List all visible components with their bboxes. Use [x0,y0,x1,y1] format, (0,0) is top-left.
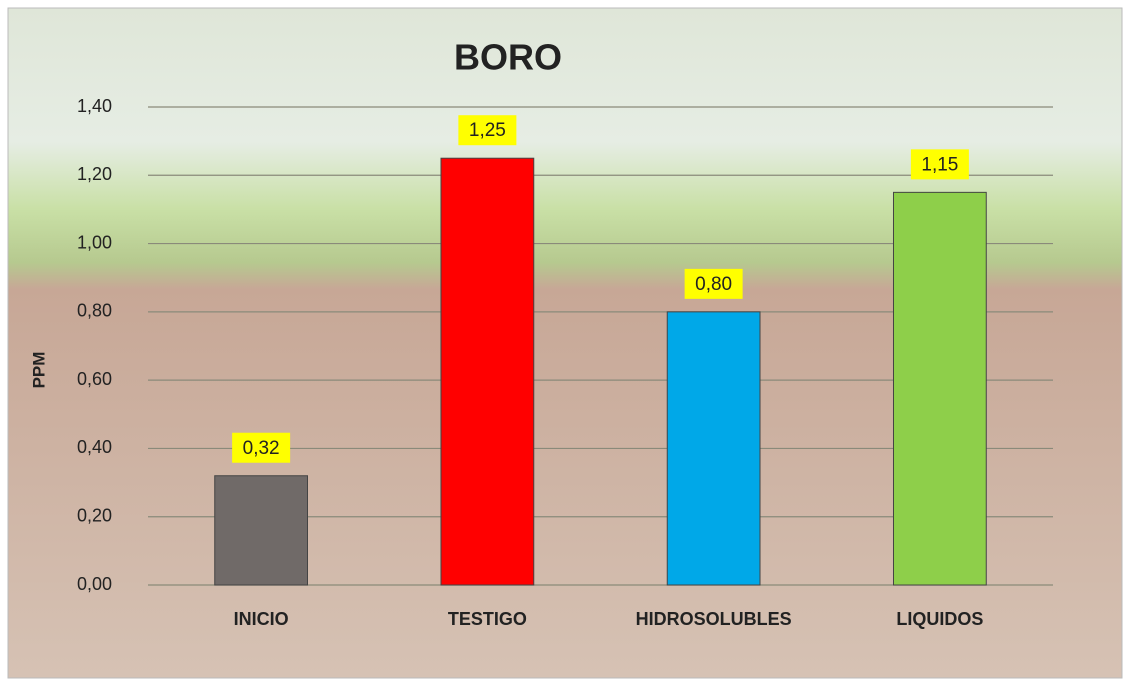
bar [441,158,534,585]
x-tick-label: HIDROSOLUBLES [636,609,792,629]
chart: BORO PPM 0,00 0,20 0,40 0,60 0,80 1,00 1,20 1,4… [0,0,1131,686]
x-tick-label: TESTIGO [448,609,527,629]
y-tick-label: 1,40 [77,96,112,116]
value-label: 1,15 [921,154,958,175]
y-tick-label: 0,20 [77,505,112,525]
y-tick-label: 1,20 [77,164,112,184]
y-tick-label: 0,00 [77,574,112,594]
y-tick-label: 1,00 [77,232,112,252]
x-tick-label: INICIO [234,609,289,629]
y-tick-label: 0,80 [77,301,112,321]
bar [893,192,986,585]
x-tick-label: LIQUIDOS [896,609,983,629]
bar [215,476,308,585]
y-tick-label: 0,40 [77,437,112,457]
value-label: 0,32 [243,438,280,459]
value-label: 0,80 [695,274,732,295]
y-axis-label: PPM [29,352,48,389]
value-label: 1,25 [469,120,506,141]
chart-title: BORO [454,37,562,78]
y-tick-label: 0,60 [77,369,112,389]
bar [667,312,760,585]
